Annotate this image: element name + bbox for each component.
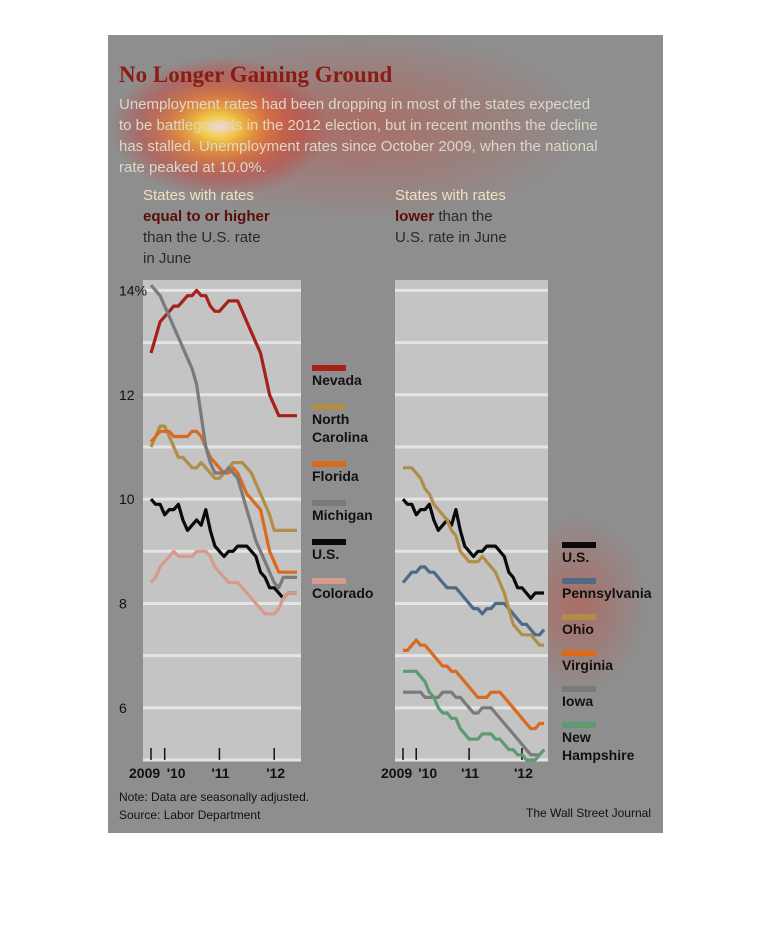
legend-swatch — [562, 578, 596, 584]
series-line-michigan — [149, 284, 297, 590]
legend-label: Nevada — [312, 372, 362, 388]
left-panel-heading: States with rates equal to or higher tha… — [143, 185, 270, 269]
series-line-pennsylvania — [401, 565, 546, 637]
series-line-new-hampshire — [403, 669, 546, 762]
right-heading-rest: than the — [434, 208, 493, 225]
y-tick-label: 14% — [119, 282, 147, 298]
legend-label: Ohio — [562, 621, 594, 637]
legend-swatch — [562, 686, 596, 692]
legend-label: Hampshire — [562, 747, 635, 763]
legend-label: Michigan — [312, 507, 373, 523]
left-heading-line3: than the U.S. rate — [143, 229, 261, 246]
legend-entry: Michigan — [312, 500, 373, 523]
legend-swatch — [312, 404, 346, 410]
chart-title: No Longer Gaining Ground — [119, 62, 393, 87]
right-heading-line3: U.S. rate in June — [395, 229, 507, 246]
x-tick-label: 2009 — [129, 765, 160, 781]
legend-label: Florida — [312, 468, 359, 484]
series-line-virginia — [403, 638, 544, 731]
x-tick-label: '12 — [514, 765, 533, 781]
y-tick-label: 12 — [119, 387, 135, 403]
legend-entry: Iowa — [562, 686, 596, 709]
legend-label: U.S. — [562, 549, 589, 565]
left-heading-line1: States with rates — [143, 187, 254, 204]
legend-entry: Ohio — [562, 614, 596, 637]
legend-label: Colorado — [312, 585, 373, 601]
note-text: Note: Data are seasonally adjusted. — [119, 790, 310, 804]
right-heading-bold: lower — [395, 208, 435, 225]
series-line-iowa — [403, 690, 546, 757]
legend-swatch — [312, 365, 346, 371]
series-line-u-s- — [401, 498, 544, 600]
legend-entry: U.S. — [562, 542, 596, 565]
x-tick-label: 2009 — [381, 765, 412, 781]
series-line-nevada — [149, 288, 297, 418]
legend-entry: Pennsylvania — [562, 578, 652, 601]
legend-swatch — [562, 650, 596, 656]
left-heading-bold: equal to or higher — [143, 208, 270, 225]
series-line-ohio — [403, 466, 544, 647]
y-tick-label: 10 — [119, 491, 135, 507]
legend-label: Pennsylvania — [562, 585, 652, 601]
legend-swatch — [562, 614, 596, 620]
legend-swatch — [562, 542, 596, 548]
legend-entry: Florida — [312, 461, 359, 484]
legend-swatch — [312, 500, 346, 506]
footnote: Note: Data are seasonally adjusted. Sour… — [119, 788, 309, 824]
legend-label: Carolina — [312, 429, 368, 445]
source-text: Source: Labor Department — [119, 808, 261, 822]
legend-label: North — [312, 411, 349, 427]
legend-entry: North Carolina — [312, 404, 368, 445]
legend-entry: New Hampshire — [562, 722, 635, 763]
charts-svg: 6 8 10 12 14% 2009 '10 '11 '12 Nevada North Carolin… — [119, 280, 652, 781]
legend-swatch — [312, 539, 346, 545]
right-heading-line1: States with rates — [395, 187, 506, 204]
y-tick-label: 8 — [119, 595, 127, 611]
legend-entry: Colorado — [312, 578, 373, 601]
publisher-credit: The Wall Street Journal — [526, 806, 651, 820]
chart-panel-1: 6 8 10 12 14% 2009 '10 '11 '12 Nevada North Carolin… — [119, 280, 373, 781]
right-panel-heading: States with rates lower than the U.S. ra… — [395, 185, 507, 248]
legend-label: Virginia — [562, 657, 613, 673]
legend-label: Iowa — [562, 693, 593, 709]
x-tick-label: '10 — [167, 765, 186, 781]
legend-label: U.S. — [312, 546, 339, 562]
chart-subtitle: Unemployment rates had been dropping in … — [119, 96, 598, 176]
chart-card: No Longer Gaining Ground Unemployment ra… — [108, 35, 663, 833]
x-tick-label: '10 — [418, 765, 437, 781]
series-line-colorado — [149, 549, 297, 616]
legend-entry: Virginia — [562, 650, 613, 673]
plot-area — [143, 280, 301, 760]
legend-entry: U.S. — [312, 539, 346, 562]
legend-entry: Nevada — [312, 365, 362, 388]
legend-swatch — [312, 461, 346, 467]
y-tick-label: 6 — [119, 700, 127, 716]
series-line-u-s- — [149, 498, 297, 600]
legend-label: New — [562, 729, 591, 745]
plot-area — [395, 280, 548, 760]
chart-panel-2: 2009 '10 '11 '12 U.S. Pennsylvania Ohio Virgini… — [381, 280, 652, 781]
x-tick-label: '11 — [211, 765, 229, 781]
left-heading-line4: in June — [143, 250, 192, 267]
legend-swatch — [312, 578, 346, 584]
legend-swatch — [562, 722, 596, 728]
x-tick-label: '12 — [266, 765, 285, 781]
x-tick-label: '11 — [461, 765, 479, 781]
